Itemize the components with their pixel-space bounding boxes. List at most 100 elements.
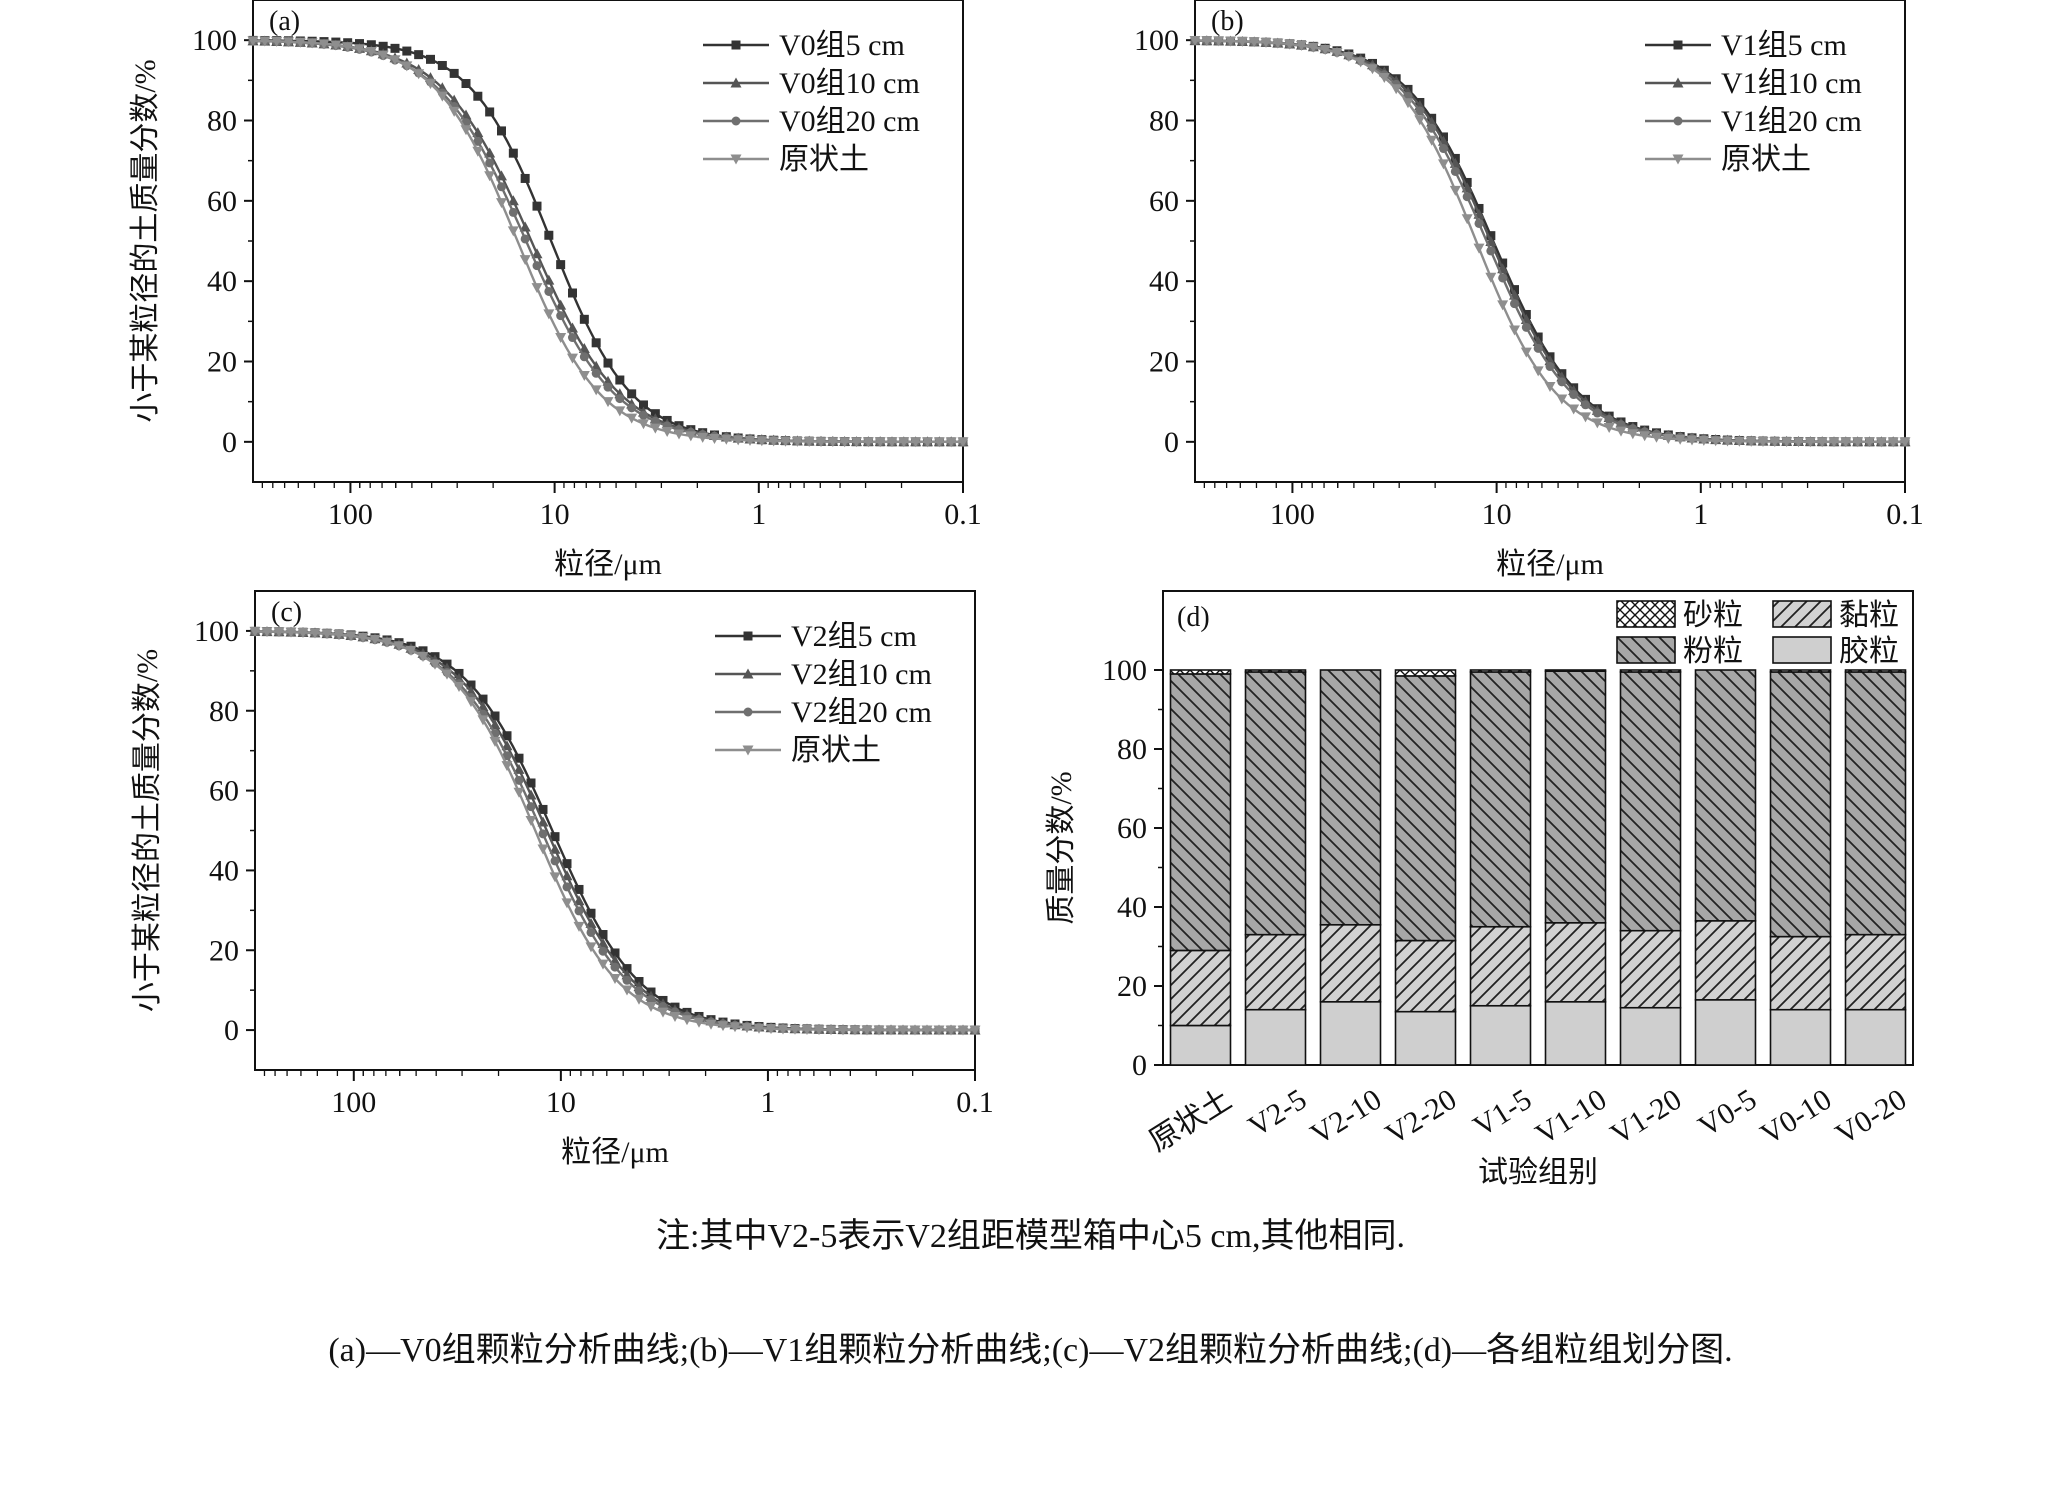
panel-2-legend-label-1: V1组5 cm xyxy=(1721,29,1847,62)
panel-2-series-line-4 xyxy=(1194,39,1905,443)
panel-1-ytick-label: 80 xyxy=(207,105,237,138)
panel-4-bar-6-seg-1 xyxy=(1544,1000,1607,1066)
panel-3-series-4-point xyxy=(969,1025,981,1036)
panel-1-series-2-point xyxy=(484,147,496,158)
panel-4-ytick-label: 40 xyxy=(1117,891,1147,924)
panel-3-series-4-point xyxy=(429,659,441,670)
panel-4-bar-1-seg-4 xyxy=(1169,669,1232,675)
panel-2-series-4-point xyxy=(1497,300,1509,311)
panel-3-series-4-point xyxy=(621,985,633,996)
panel-3-series-1-point xyxy=(514,753,524,763)
panel-4-bar-3-seg-2 xyxy=(1319,923,1382,1003)
panel-3-series-4-point xyxy=(561,898,573,909)
panel-1-series-1-point xyxy=(556,260,566,270)
panel-4-ylabel: 质量分数/% xyxy=(1045,771,1078,924)
panel-4-bar-10-seg-3 xyxy=(1844,671,1907,936)
panel-1-series-4-point xyxy=(259,36,271,47)
panel-1-xtick-label: 100 xyxy=(328,498,373,531)
panel-4-bar-10-seg-2 xyxy=(1844,933,1907,1011)
panel-3-series-4-point xyxy=(369,634,381,645)
panel-2-series-4-point xyxy=(1745,436,1757,447)
panel-3-series-4-point xyxy=(789,1024,801,1035)
panel-3-series-4-point xyxy=(825,1025,837,1036)
panel-3-series-4-point xyxy=(549,872,561,883)
panel-2-series-3-point xyxy=(1474,218,1484,228)
panel-1-series-2-point xyxy=(555,299,567,310)
panel-1-series-4-point xyxy=(922,437,933,448)
panel-1-series-1-point xyxy=(366,40,376,50)
panel-1-series-4-point xyxy=(898,437,910,448)
panel-3-ytick-label: 20 xyxy=(209,934,239,967)
panel-2-series-4-point xyxy=(1260,37,1272,48)
panel-4-bar-1-seg-2 xyxy=(1169,949,1232,1027)
panel-1-series-3-point xyxy=(591,368,601,378)
panel-3-series-3-point xyxy=(538,829,548,839)
panel-4-bar-9-seg-4 xyxy=(1769,669,1832,673)
panel-1-series-4-point xyxy=(448,106,460,117)
panel-1-series-3-point xyxy=(639,410,648,420)
panel-3-series-2-point xyxy=(513,763,525,774)
panel-2-series-4-point xyxy=(1236,36,1248,47)
panel-2-series-4-point xyxy=(1355,57,1367,68)
panel-4-bar-4-seg-4 xyxy=(1394,669,1457,677)
panel-1-series-4-point xyxy=(472,146,484,157)
panel-3-series-4-point xyxy=(321,629,333,640)
panel-3-series-4-point xyxy=(405,645,417,656)
panel-4-bar-9-seg-1 xyxy=(1769,1008,1832,1066)
panel-3-xtick-label: 1 xyxy=(760,1086,775,1119)
panel-1-series-4-point xyxy=(602,397,614,408)
panel-2-series-4-point xyxy=(1651,432,1662,443)
panel-3-series-1-point xyxy=(562,859,572,869)
panel-1-legend-label-4: 原状土 xyxy=(779,143,869,176)
panel-2-ytick-label: 100 xyxy=(1134,24,1179,57)
panel-3-series-4-point xyxy=(273,627,285,638)
panel-3-series-1-point xyxy=(502,731,512,741)
panel-3-series-4-point xyxy=(693,1017,705,1028)
panel-3-series-3-point xyxy=(598,946,608,956)
panel-1-series-1-point xyxy=(591,338,601,348)
panel-2-series-3-point xyxy=(1592,408,1602,418)
panel-3-series-1-point xyxy=(586,908,596,918)
panel-4-bar-7-seg-2 xyxy=(1619,929,1682,1009)
panel-1-series-4-point xyxy=(294,37,306,48)
panel-1-legend-marker-3 xyxy=(731,116,741,126)
panel-3-series-2-point xyxy=(549,843,561,854)
panel-2-ytick-label: 0 xyxy=(1164,426,1179,459)
panel-1-series-4-point xyxy=(661,426,673,437)
panel-1-series-1-point xyxy=(615,375,625,385)
panel-3-series-4-point xyxy=(909,1025,921,1036)
panel-2-series-3-point xyxy=(1450,166,1460,176)
panel-3-series-1-point xyxy=(478,694,488,704)
panel-1-legend-marker-4 xyxy=(730,154,742,165)
panel-2-series-4-point xyxy=(1319,44,1331,55)
panel-2-series-4-point xyxy=(1461,214,1473,225)
panel-4-bar-10-seg-1 xyxy=(1844,1008,1907,1066)
panel-2-series-4-point xyxy=(1887,437,1899,448)
panel-1-xtick-label: 0.1 xyxy=(944,498,982,531)
panel-3-ytick-label: 0 xyxy=(224,1014,239,1047)
panel-1-series-4-point xyxy=(803,436,815,447)
panel-2-series-3-point xyxy=(1498,273,1508,283)
panel-2-series-4-point xyxy=(1698,435,1710,446)
panel-3-series-2-point xyxy=(525,789,537,800)
panel-3-series-4-point xyxy=(525,815,537,826)
panel-3-series-4-point xyxy=(381,637,393,648)
panel-1-series-4-point xyxy=(436,91,448,102)
panel-4-bar-2-seg-2 xyxy=(1244,933,1307,1011)
panel-1-series-1-point xyxy=(579,314,589,324)
panel-3-series-4-point xyxy=(297,627,309,638)
panel-1-series-4-point xyxy=(614,406,626,417)
panel-4-xtick-label: V1-20 xyxy=(1605,1083,1687,1152)
panel-1-legend-label-3: V0组20 cm xyxy=(779,105,920,138)
panel-3-xlabel: 粒径/μm xyxy=(561,1136,669,1169)
panel-3-series-4-point xyxy=(717,1021,729,1032)
panel-1-ytick-label: 40 xyxy=(207,265,237,298)
panel-3-legend-marker-2 xyxy=(742,668,754,679)
panel-3-series-4-point xyxy=(489,736,501,747)
panel-2-series-1-point xyxy=(1498,258,1508,268)
panel-2-series-4-point xyxy=(1438,159,1449,170)
panel-4-bar-1-seg-3 xyxy=(1169,673,1232,952)
panel-2-series-4-point xyxy=(1639,431,1651,442)
panel-4-legend-swatch-3 xyxy=(1616,636,1676,664)
panel-3-series-4-point xyxy=(309,628,321,639)
